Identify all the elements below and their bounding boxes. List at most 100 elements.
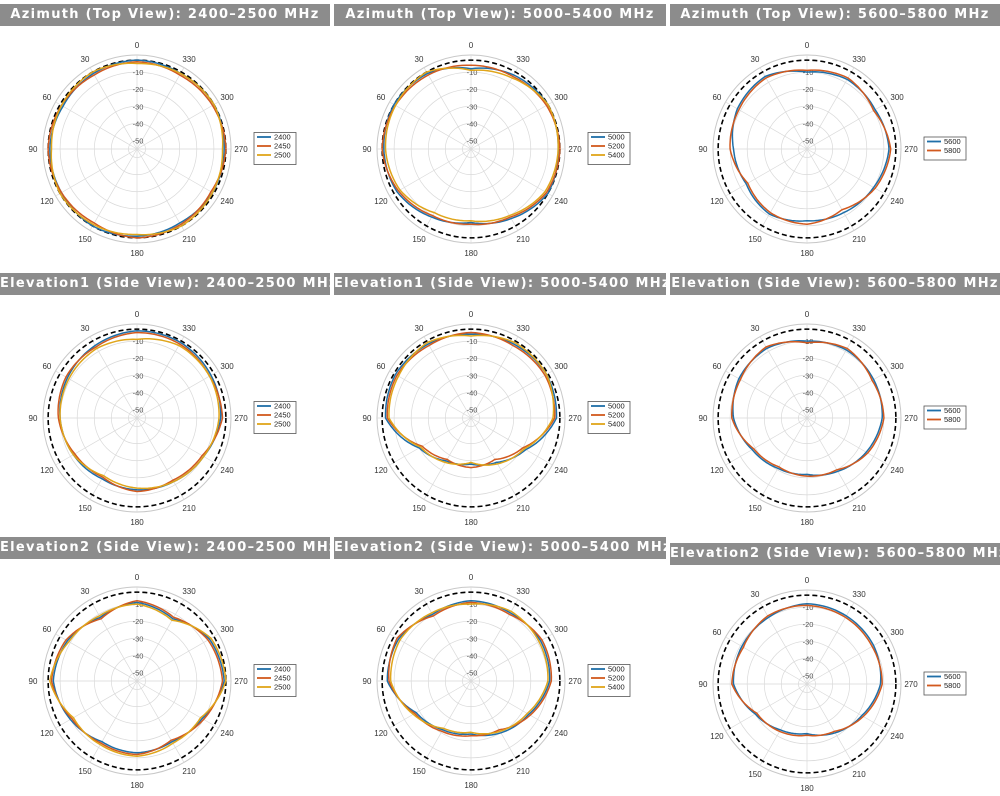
- angle-tick-label: 180: [800, 518, 814, 527]
- angle-tick-label: 180: [130, 781, 144, 790]
- grid-spoke: [423, 417, 472, 500]
- angle-tick-label: 60: [42, 362, 51, 371]
- grid-spoke: [389, 417, 472, 466]
- radial-tick-label: -40: [133, 651, 144, 660]
- series-line-5400: [384, 67, 559, 223]
- grid-spoke: [136, 148, 219, 197]
- angle-tick-label: 300: [890, 628, 904, 637]
- angle-tick-label: 60: [42, 93, 51, 102]
- grid-spoke: [725, 417, 808, 466]
- angle-tick-label: 180: [800, 784, 814, 793]
- angle-tick-label: 120: [374, 729, 388, 738]
- chart-panel-1: Azimuth (Top View): 2400–2500 MHz 0 30 60 9…: [0, 4, 330, 266]
- grid-spoke: [470, 417, 519, 500]
- angle-tick-label: 180: [464, 781, 478, 790]
- angle-tick-label: 90: [699, 680, 708, 689]
- radial-tick-label: -30: [467, 371, 478, 380]
- radial-tick-label: -20: [803, 85, 814, 94]
- grid-spoke: [806, 636, 889, 685]
- radial-tick-label: -30: [133, 371, 144, 380]
- angle-tick-label: 150: [748, 770, 762, 779]
- angle-tick-label: 300: [220, 93, 234, 102]
- grid-spoke: [470, 67, 519, 150]
- angle-tick-label: 180: [464, 249, 478, 258]
- grid-spoke: [136, 67, 185, 150]
- grid-spoke: [55, 101, 138, 150]
- radial-tick-label: -10: [467, 337, 478, 346]
- grid-spoke: [806, 148, 855, 231]
- grid-spoke: [136, 417, 185, 500]
- angle-tick-label: 90: [699, 414, 708, 423]
- radial-tick-label: -20: [133, 354, 144, 363]
- chart-panel-5: Elevation1 (Side View): 5000-5400 MHz 0 3…: [334, 273, 666, 535]
- radial-tick-label: -50: [133, 668, 144, 677]
- grid-spoke: [136, 336, 185, 419]
- polar-plot: 0306090120150180210240270300330-10-20-30…: [29, 573, 297, 790]
- angle-tick-label: 60: [376, 625, 385, 634]
- radial-tick-label: -20: [803, 354, 814, 363]
- angle-tick-label: 300: [890, 93, 904, 102]
- angle-tick-label: 150: [748, 504, 762, 513]
- legend-label: 5200: [608, 411, 625, 420]
- angle-tick-label: 0: [805, 41, 810, 50]
- grid-spoke: [136, 370, 219, 419]
- grid-spoke: [759, 336, 808, 419]
- angle-tick-label: 210: [516, 767, 530, 776]
- grid-spoke: [136, 633, 219, 682]
- series-line-5800: [731, 604, 883, 737]
- legend-label: 5800: [944, 146, 961, 155]
- polar-plot: 0306090120150180210240270300330-10-20-30…: [699, 41, 967, 258]
- angle-tick-label: 330: [516, 324, 530, 333]
- grid-spoke: [725, 148, 808, 197]
- angle-tick-label: 60: [376, 93, 385, 102]
- angle-tick-label: 120: [710, 466, 724, 475]
- angle-tick-label: 300: [220, 625, 234, 634]
- angle-tick-label: 240: [890, 466, 904, 475]
- grid-spoke: [423, 336, 472, 419]
- angle-tick-label: 240: [890, 732, 904, 741]
- angle-tick-label: 330: [182, 587, 196, 596]
- radial-tick-label: -50: [803, 671, 814, 680]
- reference-circle: [717, 328, 897, 508]
- angle-tick-label: 0: [469, 573, 474, 582]
- chart-panel-8: Elevation2 (Side View): 5000–5400 MHz 0 3…: [334, 537, 666, 796]
- angle-tick-label: 60: [376, 362, 385, 371]
- angle-tick-label: 0: [805, 310, 810, 319]
- reference-circle: [717, 59, 897, 239]
- radial-tick-label: -20: [133, 85, 144, 94]
- grid-spoke: [759, 67, 808, 150]
- legend-box: [923, 671, 967, 696]
- series-line-5200: [386, 331, 556, 469]
- radial-tick-label: -10: [133, 337, 144, 346]
- legend-box: [923, 136, 967, 161]
- grid-spoke: [55, 417, 138, 466]
- series-line-5800: [729, 69, 892, 225]
- angle-tick-label: 300: [220, 362, 234, 371]
- legend-label: 2450: [274, 674, 291, 683]
- grid-spoke: [759, 602, 808, 685]
- angle-tick-label: 90: [29, 677, 38, 686]
- chart-panel-2: Azimuth (Top View): 5000–5400 MHz 0 30 60 9…: [334, 4, 666, 266]
- angle-tick-label: 210: [852, 770, 866, 779]
- angle-tick-label: 30: [415, 324, 424, 333]
- grid-spoke: [806, 683, 889, 732]
- legend-label: 5400: [608, 151, 625, 160]
- reference-circle: [381, 328, 561, 508]
- series-line-5600: [732, 602, 882, 736]
- angle-tick-label: 300: [554, 625, 568, 634]
- angle-tick-label: 150: [78, 504, 92, 513]
- grid-spoke: [423, 599, 472, 682]
- angle-tick-label: 240: [220, 466, 234, 475]
- chart-panel-7: Elevation2 (Side View): 2400–2500 MHz 0 3…: [0, 537, 330, 796]
- angle-tick-label: 30: [415, 55, 424, 64]
- angle-tick-label: 240: [554, 729, 568, 738]
- grid-spoke: [89, 680, 138, 763]
- grid-spoke: [806, 67, 855, 150]
- angle-tick-label: 90: [699, 145, 708, 154]
- angle-tick-label: 330: [516, 587, 530, 596]
- grid-spoke: [470, 101, 553, 150]
- grid-spoke: [89, 599, 138, 682]
- angle-tick-label: 180: [800, 249, 814, 258]
- series-line-5400: [389, 603, 549, 735]
- legend-label: 5400: [608, 683, 625, 692]
